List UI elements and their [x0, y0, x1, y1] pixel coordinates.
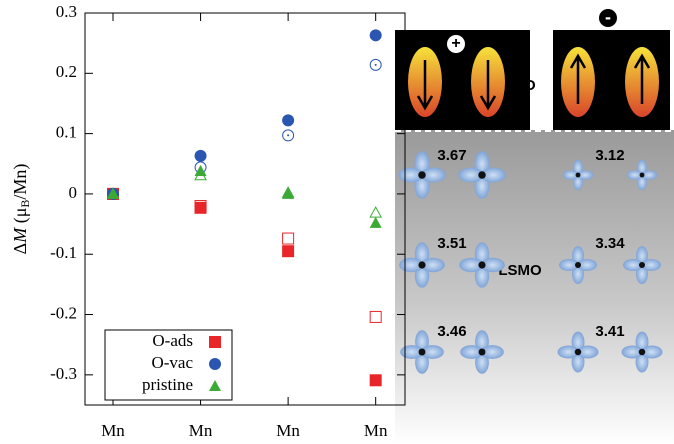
square-marker: [194, 201, 207, 214]
square-marker: [282, 245, 295, 258]
y-label-part: (μ: [10, 208, 31, 228]
bto-label: BTO: [504, 77, 536, 94]
lsmo-layer: [395, 130, 674, 444]
triangle-marker: [107, 187, 119, 199]
left-sign: +: [451, 35, 460, 52]
circle-marker: [282, 114, 295, 127]
triangle-marker: [282, 187, 295, 199]
bto-gap: [530, 30, 553, 130]
square-marker: [282, 232, 295, 245]
x-tick-label: Mn: [276, 421, 300, 440]
diagram: + - BTO LSMO 3.67 3.51 3.46 3.12 3.34 3.…: [395, 7, 674, 444]
legend-label: O-ads: [152, 331, 193, 350]
circle-dot: [287, 134, 290, 137]
sign-badge: [599, 9, 617, 27]
triangle-marker: [194, 165, 207, 177]
y-label-part: M: [10, 227, 30, 244]
y-tick-label: -0.3: [50, 364, 77, 383]
y-tick-label: 0.2: [56, 62, 77, 81]
moment: 3.12: [595, 147, 624, 164]
moment: 3.51: [437, 235, 466, 252]
y-label-part: B: [18, 200, 32, 208]
x-tick-label: Mn: [101, 421, 125, 440]
x-tick-label: Mn: [364, 421, 388, 440]
triangle-marker: [369, 206, 383, 218]
y-label-part: Δ: [10, 243, 30, 255]
moment: 3.46: [437, 323, 466, 340]
circle-marker: [194, 149, 207, 162]
y-tick-label: 0.3: [56, 2, 77, 21]
legend-label: O-vac: [151, 353, 193, 372]
triangle-marker: [369, 216, 382, 228]
moment: 3.34: [595, 235, 625, 252]
square-marker: [369, 374, 382, 387]
circle-marker: [282, 129, 295, 142]
y-axis-label: ΔM (μB/Mn): [10, 164, 32, 255]
circle-marker: [209, 358, 221, 370]
y-tick-label: 0: [69, 183, 78, 202]
square-marker: [369, 310, 382, 323]
lsmo-label: LSMO: [498, 262, 542, 279]
circle-dot: [374, 63, 377, 66]
y-tick-label: 0.1: [56, 123, 77, 142]
moment: 3.41: [595, 323, 624, 340]
y-label-part: /Mn): [10, 164, 31, 200]
triangle-marker: [209, 380, 221, 391]
moment: 3.67: [437, 147, 466, 164]
y-tick-label: -0.2: [50, 303, 77, 322]
circle-marker: [369, 29, 382, 42]
domains: [408, 47, 659, 117]
square-marker: [209, 336, 221, 348]
legend-label: pristine: [142, 375, 193, 394]
plot-frame: [84, 12, 406, 406]
y-tick-label: -0.1: [50, 243, 77, 262]
circle-marker: [369, 58, 382, 71]
sign-badge: [447, 35, 465, 53]
right-sign: -: [605, 7, 611, 27]
x-tick-label: Mn: [189, 421, 213, 440]
